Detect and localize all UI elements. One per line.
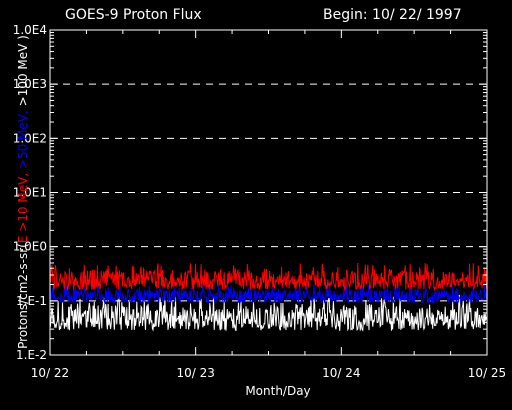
y-axis-ticks: 1.E-2 1.E-1 1.0E0 1.0E1 1.0E2 1.0E3 1.0E4 [13,23,487,362]
flux-series-line [49,294,488,332]
y-axis-label-part: Protons/cm2-s-sr( [16,243,30,349]
x-axis-label: Month/Day [245,384,310,398]
flux-series-line [49,283,488,305]
y-axis-label-part: >50 MeV, [16,106,30,169]
y-axis-label-part: >100 MeV ) [16,35,30,106]
series-group [49,262,488,332]
y-tick-label: 1.0E0 [13,240,47,254]
y-axis-label: Protons/cm2-s-sr(E >10 MeV, >50 MeV, >10… [16,35,30,349]
y-tick-label: 1.0E2 [13,131,47,145]
x-tick-label: 10/ 25 [468,366,506,380]
y-tick-label: 1.0E1 [13,186,47,200]
chart-title: GOES-9 Proton Flux [65,7,202,23]
y-tick-label: 1.E-2 [16,348,47,362]
y-tick-label: 1.E-1 [16,294,47,308]
y-tick-label: 1.0E4 [13,23,47,37]
x-tick-label: 10/ 24 [322,366,360,380]
x-tick-label: 10/ 23 [176,366,214,380]
y-tick-label: 1.0E3 [13,77,47,91]
flux-series-line [49,262,488,292]
x-tick-label: 10/ 22 [31,366,69,380]
x-axis-ticks: 10/ 22 10/ 23 10/ 24 10/ 25 [31,30,506,380]
begin-date-label: Begin: 10/ 22/ 1997 [323,7,462,23]
y-axis-label-part: E >10 MeV, [16,169,30,243]
